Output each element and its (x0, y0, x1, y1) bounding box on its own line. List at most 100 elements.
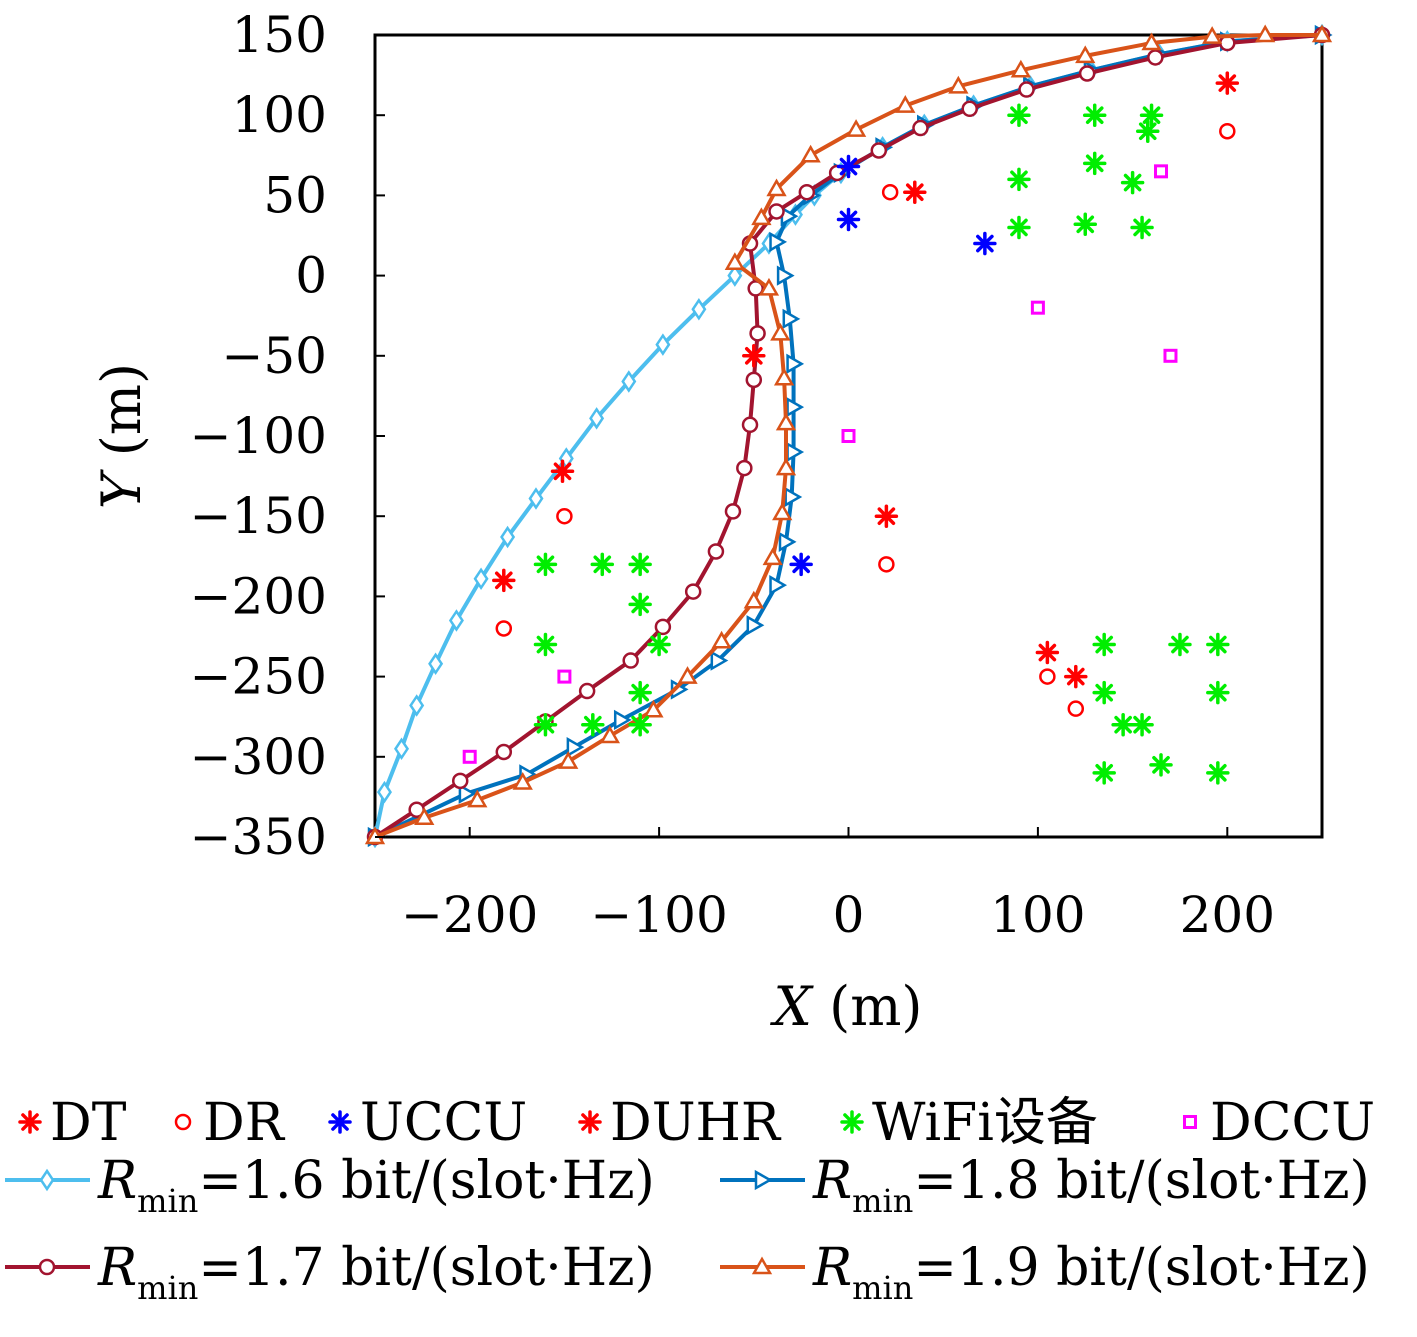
scatter-point (1130, 215, 1154, 240)
line-point (895, 95, 916, 113)
point-series-6 (462, 164, 1178, 764)
scatter-point (1206, 680, 1230, 705)
scatter-point (1120, 170, 1145, 195)
line-point (1255, 24, 1276, 43)
scatter-point (628, 680, 652, 705)
line-point (775, 412, 797, 431)
line-point (1201, 26, 1223, 44)
scatter-point (1215, 71, 1240, 95)
line-point (558, 751, 579, 769)
legend-marker (840, 1110, 864, 1134)
line-point (736, 459, 753, 477)
point-series-2 (495, 122, 1236, 717)
scatter-point (1206, 632, 1230, 657)
line-point (800, 144, 821, 163)
y-tick-label: −250 (190, 648, 327, 706)
legend-label: Rmin=1.6 bit/(slot·Hz) (97, 1151, 655, 1220)
point-series-4 (742, 344, 766, 368)
scatter-point (874, 504, 899, 528)
scatter-point (1030, 300, 1045, 315)
line-point (776, 265, 795, 286)
line-point (727, 264, 743, 287)
y-tick-label: −50 (221, 327, 327, 385)
scatter-point (533, 632, 558, 657)
legend-label: DCCU (1210, 1093, 1375, 1153)
scatter-point (556, 507, 573, 525)
scatter-point (1007, 103, 1031, 127)
y-tick-label: −200 (190, 567, 327, 625)
line-point (409, 694, 425, 717)
legend-item: DCCU (1183, 1093, 1375, 1153)
line-point (448, 609, 464, 632)
x-tick-label: 0 (833, 886, 865, 944)
scatter-point (1073, 212, 1097, 237)
line-point (798, 183, 816, 201)
scatter-point (1111, 712, 1135, 737)
scatter-point (550, 459, 575, 484)
line-point (1018, 81, 1035, 98)
scatter-point (1067, 700, 1085, 717)
line-point (745, 371, 763, 389)
legend-marker (174, 1113, 192, 1131)
legend-marker (38, 1258, 56, 1276)
scatter-point (1149, 753, 1173, 777)
legend-label: DT (50, 1093, 127, 1153)
line-point (512, 771, 533, 790)
line-point (528, 487, 544, 510)
legend-marker (751, 1256, 773, 1275)
point-series-5 (533, 103, 1230, 785)
line-point (394, 737, 410, 761)
line-point (566, 737, 585, 758)
data-lines (364, 23, 1333, 849)
scatter-point (533, 552, 558, 577)
scatter-point (628, 592, 652, 617)
line-point (654, 618, 672, 636)
line-point (743, 590, 764, 609)
line-point (677, 666, 698, 684)
y-tick-label: −350 (190, 808, 327, 866)
scatter-point (1163, 348, 1178, 363)
scatter-point (973, 231, 997, 256)
scatter-point (836, 207, 861, 232)
scatter-point (1206, 761, 1230, 785)
x-tick-label: 100 (990, 886, 1085, 944)
line-point (622, 652, 639, 669)
scatter-point (557, 669, 572, 684)
line-point (784, 486, 803, 508)
scatter-point (1139, 103, 1164, 127)
line-point (786, 396, 805, 418)
scatter-point (1007, 215, 1031, 240)
y-axis-label: Y (m) (90, 363, 153, 509)
line-point (751, 207, 772, 226)
legend-marker (578, 1110, 602, 1134)
line-point (500, 525, 516, 549)
y-axis-ticks: 150 100 50 0 −50 −100 −150 −200 −250 −300 −350 (190, 6, 385, 866)
line-point (710, 650, 729, 671)
line-point (1147, 49, 1164, 66)
line-series-4 (364, 24, 1333, 845)
scatter-point (628, 552, 652, 577)
line-point (458, 783, 477, 804)
y-tick-label: 0 (295, 247, 327, 305)
scatter-point (903, 180, 927, 204)
line-point (747, 280, 764, 297)
line-point (912, 119, 929, 137)
line-point (428, 652, 444, 676)
point-series-3 (789, 154, 997, 577)
line-point (768, 203, 785, 220)
line-point (772, 502, 793, 521)
scatter-point (1130, 712, 1154, 737)
scatter-point (1092, 680, 1116, 705)
scatter-point (1092, 632, 1116, 657)
line-point (786, 353, 805, 374)
line-point (773, 367, 795, 386)
scatter-point (533, 712, 558, 737)
legend-marker (39, 1168, 55, 1192)
x-tick-label: 200 (1180, 886, 1275, 944)
legend-marker (328, 1110, 352, 1134)
line-point (770, 322, 791, 341)
scatter-point (1092, 761, 1116, 785)
line-point (769, 231, 788, 253)
scatter-point (581, 712, 605, 737)
line-point (621, 370, 637, 393)
